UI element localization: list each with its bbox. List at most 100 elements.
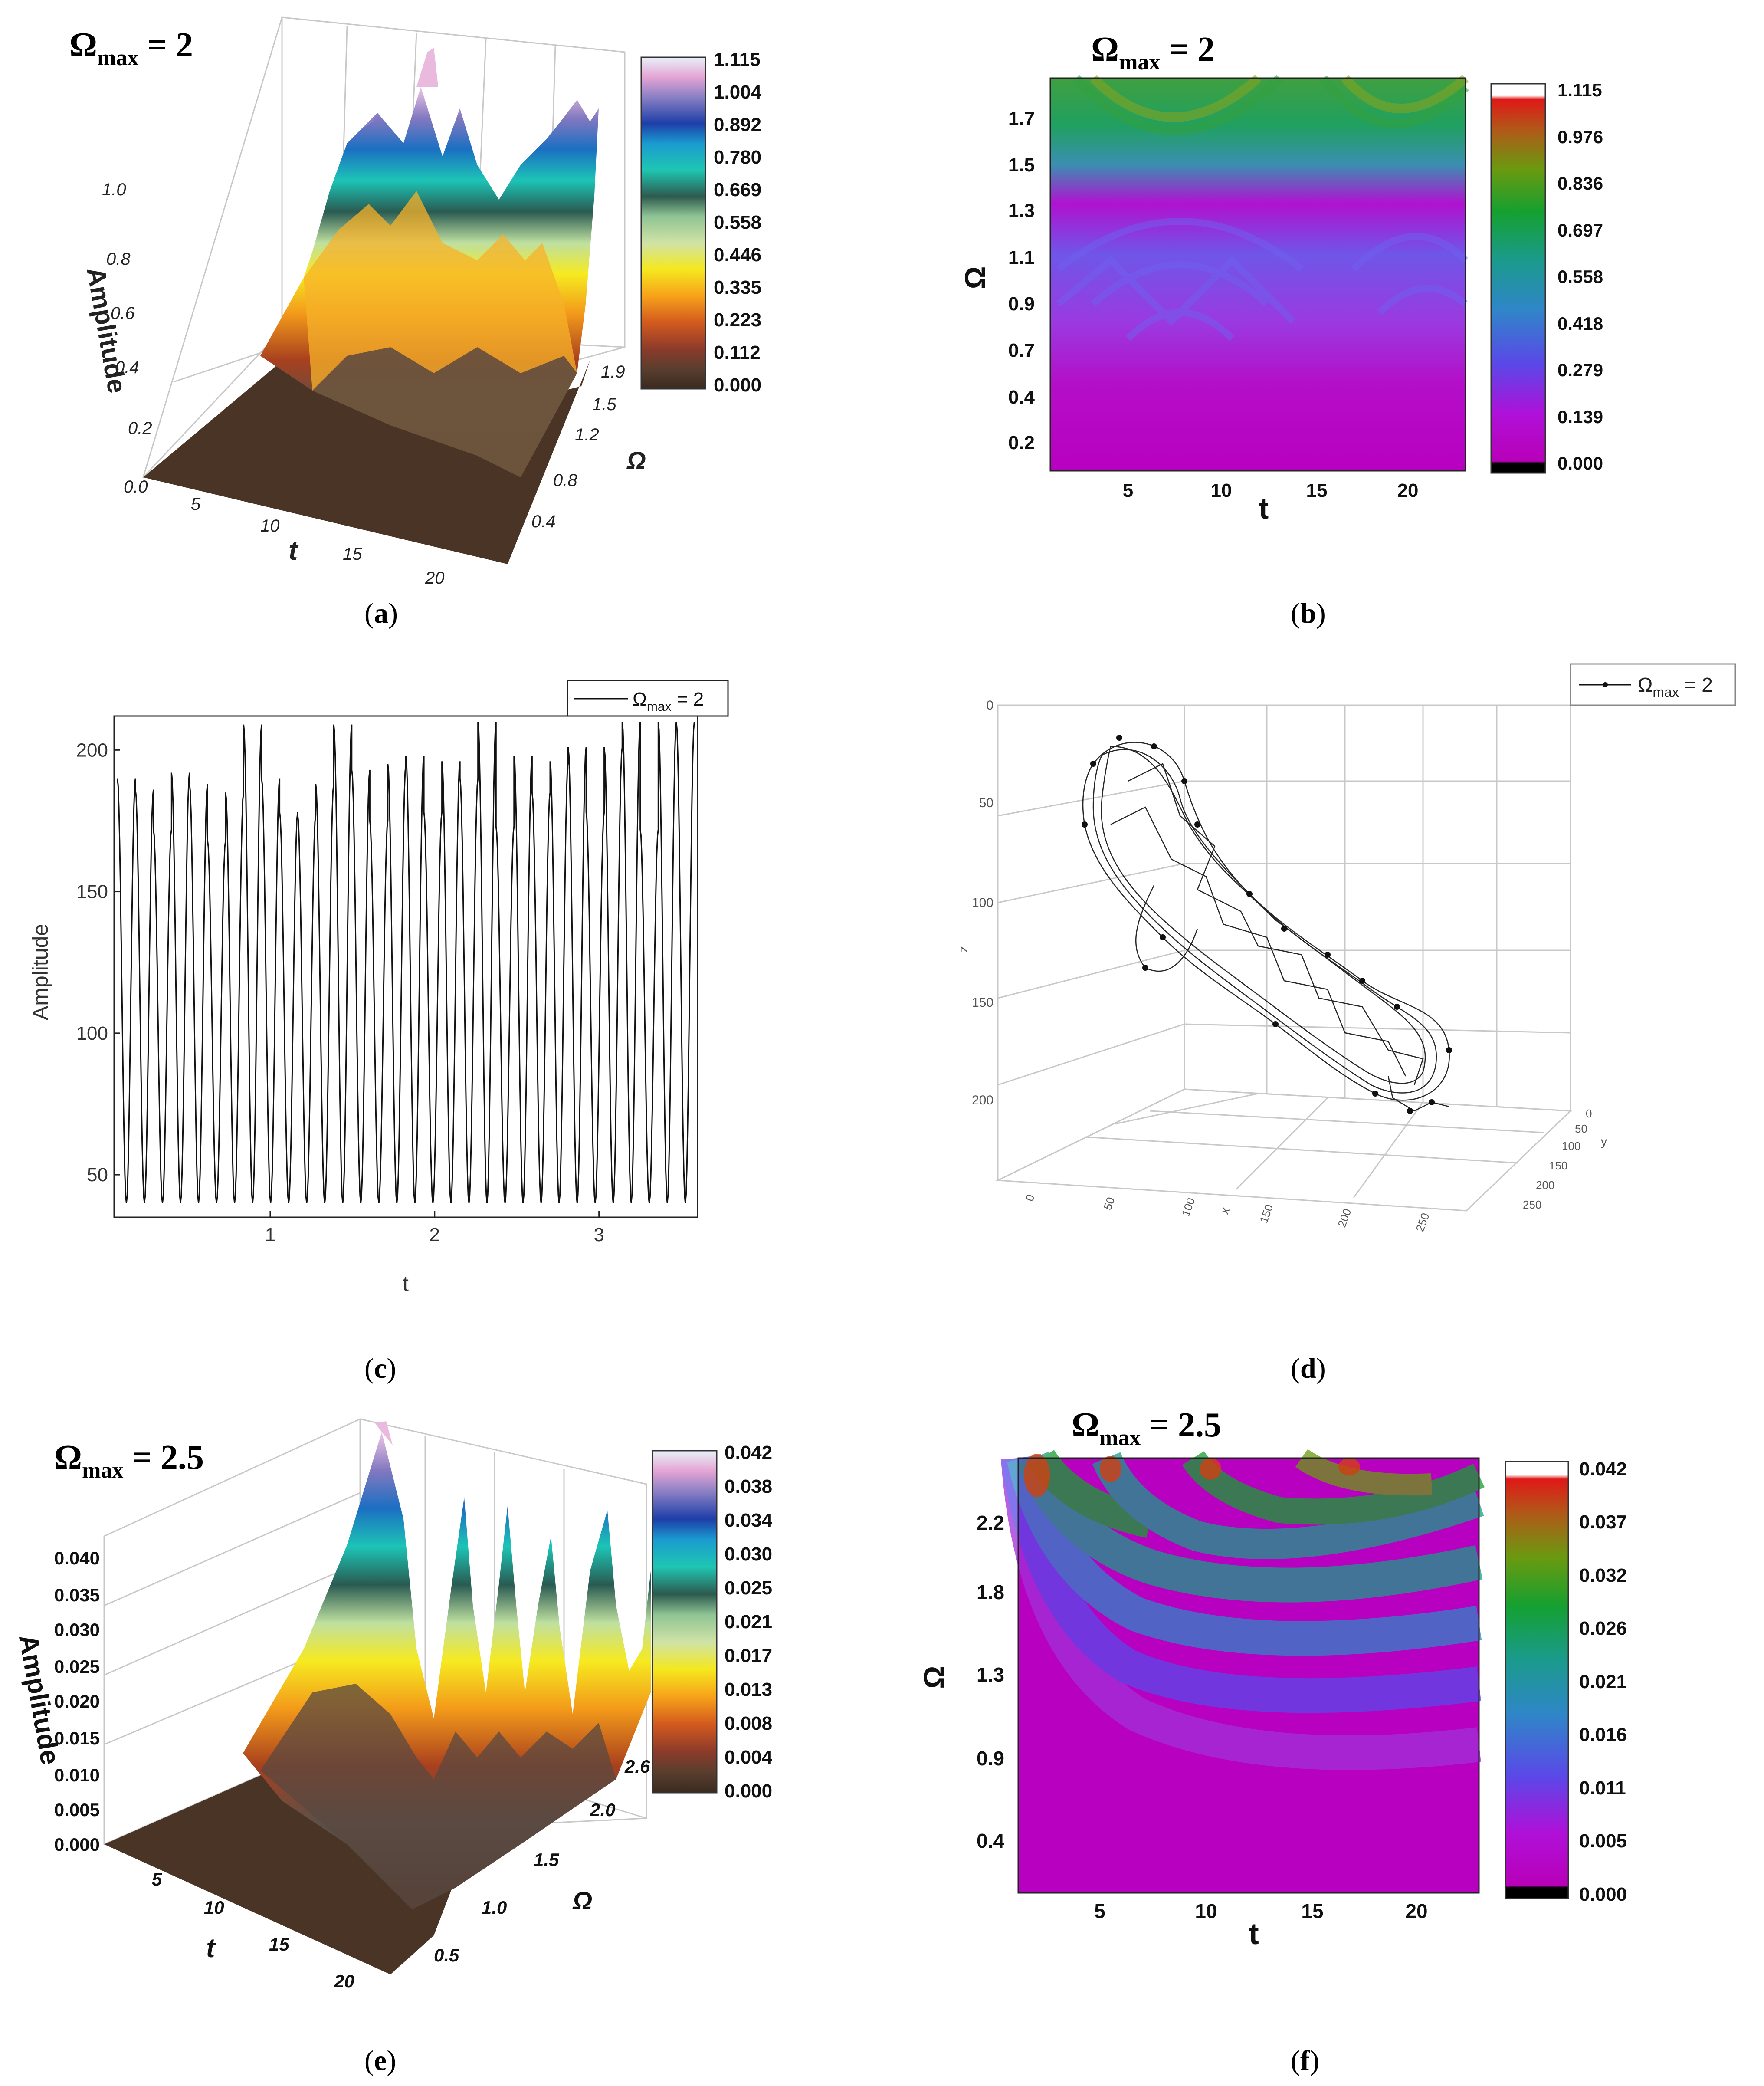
- panel-c-plot-frame: [113, 715, 698, 1218]
- panel-d-x-tick-4: 200: [1335, 1207, 1354, 1229]
- panel-f-cb-tick-4: 0.021: [1579, 1671, 1627, 1692]
- panel-f-y-tick-3: 1.8: [977, 1581, 1004, 1603]
- panel-d-z-tick-4: 200: [972, 1093, 993, 1107]
- panel-a-title-symbol: Ω: [69, 26, 97, 64]
- panel-e-x-tick-2: 15: [269, 1934, 289, 1955]
- panel-d-y-tick-0: 0: [1586, 1107, 1592, 1120]
- panel-c-y-tick-0: 50: [87, 1164, 108, 1186]
- panel-b-y-tick-4: 1.1: [1008, 247, 1035, 268]
- panel-b-cb-tick-5: 0.418: [1557, 313, 1603, 334]
- panel-a-x-tick-3: 20: [425, 568, 445, 588]
- panel-e-cb-tick-3: 0.030: [725, 1544, 772, 1565]
- panel-b-x-tick-0: 5: [1123, 480, 1133, 501]
- panel-d-z-tick-0: 0: [986, 698, 993, 713]
- panel-a-y-tick-0: 0.4: [531, 512, 556, 531]
- panel-a-x-tick-1: 10: [260, 516, 280, 535]
- panel-f-y-tick-1: 0.9: [977, 1747, 1004, 1770]
- panel-e-cb-tick-10: 0.000: [725, 1780, 772, 1802]
- panel-e-z-tick-7: 0.035: [54, 1585, 100, 1605]
- panel-b-y-tick-7: 1.7: [1008, 108, 1035, 129]
- panel-e-y-tick-2: 1.5: [534, 1849, 559, 1870]
- panel-a-cb-tick-4: 0.669: [714, 179, 761, 200]
- panel-c-y-tick-2: 150: [76, 881, 108, 903]
- panel-a-title-rest: = 2: [138, 26, 193, 64]
- panel-f-y-tick-0: 0.4: [977, 1830, 1004, 1852]
- panel-a-z-tick-1: 0.2: [128, 419, 152, 438]
- panel-e-cb-tick-2: 0.034: [725, 1510, 773, 1531]
- panel-d-y-tick-4: 200: [1536, 1179, 1554, 1192]
- panel-d-x-label: x: [1218, 1206, 1233, 1216]
- panel-f-y-axis: 0.4 0.9 1.3 1.8 2.2 Ω: [918, 1511, 1004, 1852]
- panel-a-peak-2: [347, 113, 377, 143]
- panel-e-y-tick-1: 1.0: [482, 1897, 507, 1918]
- panel-b-plot-bg: [1050, 78, 1466, 471]
- panel-b-x-axis: 5 10 15 20 t: [1123, 480, 1419, 525]
- panel-e-x-tick-0: 5: [152, 1869, 162, 1889]
- panel-e-z-axis: 0.000 0.005 0.010 0.015 0.020 0.025 0.03…: [13, 1548, 100, 1855]
- panel-e-x-label: t: [206, 1933, 216, 1963]
- panel-e-cb-tick-7: 0.013: [725, 1679, 772, 1700]
- panel-c-x-label: t: [403, 1271, 409, 1296]
- panel-d-z-tick-2: 100: [972, 896, 993, 910]
- panel-b-x-tick-1: 10: [1211, 480, 1232, 501]
- panel-d-y-tick-2: 100: [1562, 1140, 1580, 1153]
- panel-a-y-label: Ω: [626, 447, 646, 474]
- panel-e-z-tick-4: 0.020: [54, 1691, 100, 1712]
- panel-c-x-axis: 1 2 3: [265, 1211, 604, 1245]
- panel-d-box: [995, 704, 1572, 1212]
- panel-a-z-tick-0: 0.0: [124, 477, 148, 496]
- panel-e-x-axis: 5 10 15 20 t: [152, 1869, 354, 1991]
- panel-a-cb-tick-1: 1.004: [714, 82, 762, 103]
- panel-a-x-label: t: [289, 535, 299, 566]
- panel-d-x-tick-1: 50: [1101, 1196, 1117, 1212]
- panel-a-peak-top: [416, 48, 438, 87]
- panel-b-plot-frame: [1049, 77, 1466, 472]
- panel-a-title-sub: max: [97, 46, 138, 70]
- panel-f-label: (f): [1291, 2045, 1319, 2076]
- panel-b-colorbar: 1.115 0.976 0.836 0.697 0.558 0.418 0.27…: [1490, 80, 1603, 474]
- panel-d-label: (d): [1291, 1353, 1326, 1384]
- panel-e-cb-tick-0: 0.042: [725, 1442, 772, 1463]
- panel-b-cb-tick-7: 0.139: [1557, 407, 1603, 427]
- panel-d-x-tick-5: 250: [1413, 1211, 1432, 1233]
- panel-d-x-tick-2: 100: [1179, 1196, 1197, 1218]
- panel-f-y-tick-4: 2.2: [977, 1511, 1004, 1534]
- panel-a-y-tick-3: 1.5: [592, 395, 616, 414]
- panel-a-y-tick-2: 1.2: [575, 425, 599, 444]
- panel-b-x-label: t: [1259, 492, 1269, 525]
- panel-b-y-tick-1: 0.4: [1008, 387, 1035, 408]
- panel-a-z-tick-5: 1.0: [102, 180, 126, 199]
- panel-b-cb-tick-6: 0.279: [1557, 360, 1603, 380]
- panel-e-z-tick-6: 0.030: [54, 1620, 100, 1640]
- panel-a: Ωmax = 2 0.0 0.2 0.4 0.6: [69, 16, 762, 629]
- panel-d-legend-text: Ωmax = 2: [1638, 673, 1713, 700]
- panel-f-cb-tick-3: 0.026: [1579, 1618, 1627, 1639]
- panel-e-z-tick-2: 0.010: [54, 1765, 100, 1785]
- panel-c-x-tick-2: 3: [593, 1224, 604, 1245]
- panel-e-colorbar-bar: [652, 1450, 718, 1794]
- panel-a-title: Ωmax = 2: [69, 26, 193, 70]
- panel-b-y-tick-0: 0.2: [1008, 432, 1035, 453]
- panel-b-heatmap: [1049, 74, 1469, 472]
- panel-a-colorbar-bar: [640, 56, 706, 390]
- panel-e-cb-tick-5: 0.021: [725, 1611, 772, 1633]
- panel-e-z-tick-3: 0.015: [54, 1728, 100, 1748]
- panel-a-label: (a): [364, 598, 398, 629]
- panel-a-surface: [143, 48, 599, 564]
- panel-e-z-tick-1: 0.005: [54, 1800, 100, 1820]
- panel-e-z-tick-5: 0.025: [54, 1656, 100, 1677]
- panel-f-x-axis: 5 10 15 20 t: [1094, 1900, 1427, 1951]
- panel-a-z-tick-2: 0.4: [115, 358, 139, 377]
- panel-a-cb-tick-8: 0.223: [714, 309, 761, 331]
- panel-f-x-label: t: [1249, 1917, 1259, 1951]
- panel-e-x-tick-1: 10: [204, 1897, 224, 1918]
- panel-e-y-tick-4: 2.6: [624, 1756, 650, 1777]
- panel-f-cb-tick-6: 0.011: [1579, 1777, 1626, 1799]
- panel-f-cb-tick-2: 0.032: [1579, 1565, 1627, 1586]
- panel-e-y-tick-3: 2.0: [590, 1800, 615, 1820]
- panel-a-y-tick-4: 1.9: [601, 362, 625, 381]
- panel-a-cb-tick-3: 0.780: [714, 147, 761, 168]
- panel-b-y-axis: 0.2 0.4 0.7 0.9 1.1 1.3 1.5 1.7 Ω: [959, 108, 1035, 453]
- panel-e-cb-tick-8: 0.008: [725, 1713, 772, 1734]
